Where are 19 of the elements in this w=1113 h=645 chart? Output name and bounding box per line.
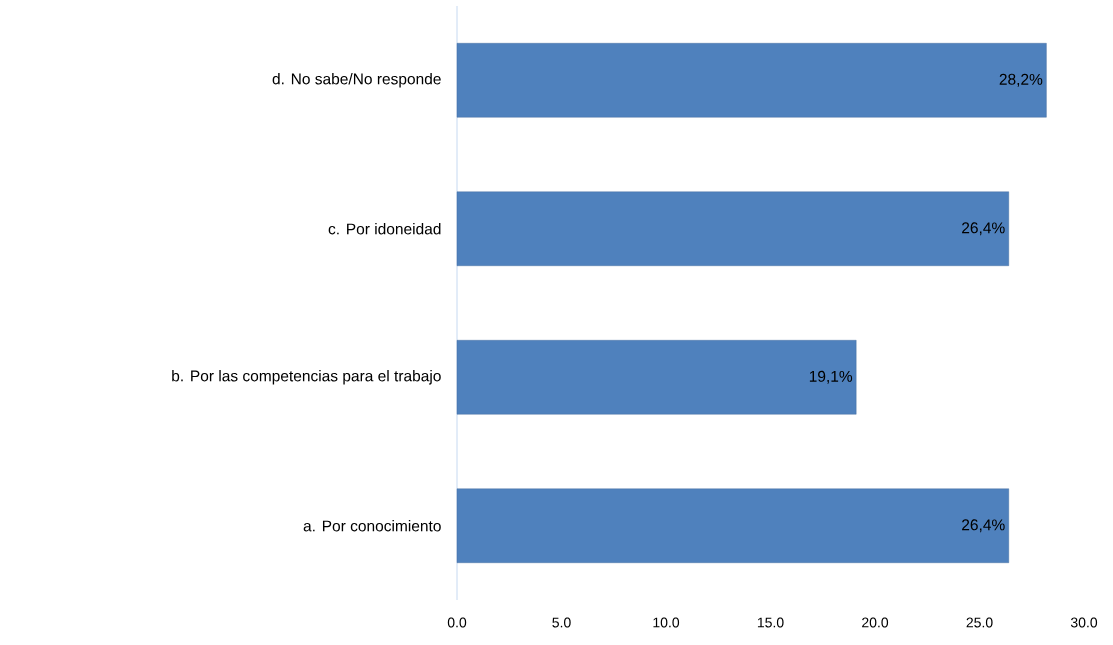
data-label: 28,2% [999, 73, 1043, 87]
x-tick-label: 15.0 [757, 617, 784, 628]
data-label: 26,4% [962, 222, 1005, 236]
y-tick-label: d. No sabe/No responde [272, 73, 441, 88]
y-tick-label: a. Por conocimiento [303, 520, 441, 532]
x-tick-label: 30.0 [1070, 617, 1098, 628]
y-tick-label: c. Por idoneidad [328, 223, 441, 235]
x-tick-label: 10.0 [653, 617, 680, 628]
x-tick-label: 25.0 [966, 617, 993, 628]
bar [456, 340, 857, 415]
y-tick-label: b. Por las competencias para el trabajo [172, 370, 441, 385]
data-label: 26,4% [962, 519, 1005, 533]
x-tick-label: 5.0 [552, 617, 571, 628]
x-tick-label: 20.0 [862, 617, 889, 628]
bar [456, 488, 1009, 563]
bar [456, 191, 1009, 266]
bar [456, 43, 1047, 118]
data-label: 19,1% [809, 370, 853, 384]
x-tick-label: 0.0 [447, 617, 467, 628]
